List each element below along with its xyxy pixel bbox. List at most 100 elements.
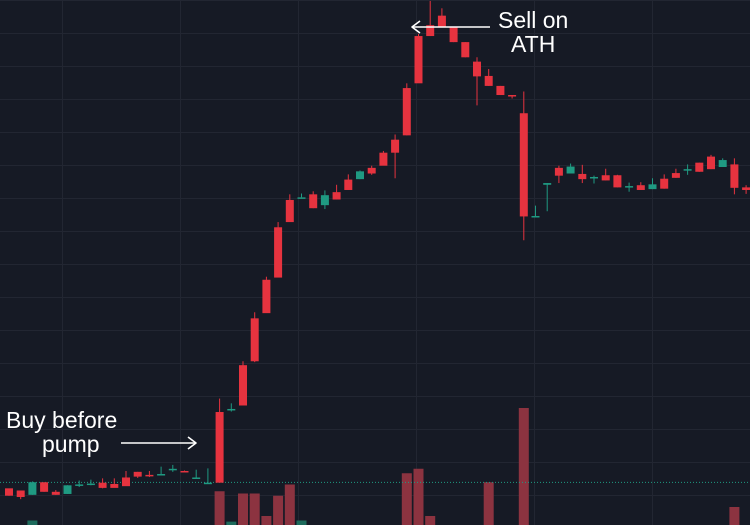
- volume-bar: [425, 516, 436, 525]
- candle-body: [473, 61, 481, 77]
- candle: [508, 95, 517, 99]
- volume-bar: [284, 484, 295, 525]
- volume-bar: [401, 473, 412, 525]
- volume-bar: [214, 491, 225, 525]
- volume-bar: [261, 516, 272, 525]
- candle: [75, 480, 84, 488]
- candle: [473, 57, 481, 106]
- candle: [122, 470, 130, 487]
- volume-bar: [226, 521, 237, 525]
- volume-bar: [249, 493, 260, 525]
- candle-body: [133, 471, 142, 477]
- candle-body: [215, 412, 224, 483]
- arrow-to-buy-candle: [121, 436, 197, 450]
- candle-body: [707, 156, 715, 170]
- candle: [28, 481, 37, 495]
- candle: [590, 175, 598, 184]
- candle-body: [63, 485, 72, 494]
- candle-body: [590, 176, 598, 179]
- candle: [86, 479, 95, 486]
- candle-body: [203, 482, 212, 485]
- candle: [613, 174, 622, 188]
- candle: [344, 174, 353, 190]
- candle: [379, 150, 388, 166]
- volume-bar: [518, 408, 529, 525]
- volume-bar: [238, 493, 248, 525]
- volume-bar: [296, 520, 307, 525]
- candle-body: [648, 184, 657, 190]
- candle-body: [274, 227, 283, 278]
- candle: [51, 490, 60, 495]
- price-candles: [5, 0, 750, 500]
- candle: [695, 162, 704, 172]
- candle-body: [40, 482, 49, 492]
- candle-body: [239, 365, 247, 406]
- candle-body: [145, 474, 154, 477]
- candle: [16, 490, 25, 500]
- candle: [554, 165, 563, 184]
- candle-body: [98, 482, 107, 488]
- candle-body: [16, 490, 25, 497]
- candle: [742, 185, 750, 194]
- candle-body: [543, 183, 552, 185]
- candle: [5, 488, 13, 496]
- candle: [531, 205, 540, 218]
- candle-body: [402, 88, 411, 136]
- candle-body: [426, 25, 435, 37]
- candle: [332, 184, 341, 200]
- candle-body: [356, 171, 364, 180]
- candle: [437, 8, 446, 27]
- candle: [461, 42, 470, 58]
- candle: [133, 471, 142, 478]
- volume-bar: [27, 520, 38, 525]
- candle-body: [297, 197, 306, 199]
- candle-body: [508, 95, 517, 97]
- annotation-arrows: [121, 20, 490, 450]
- candle-body: [28, 482, 37, 495]
- candle: [192, 469, 201, 479]
- candle-body: [192, 477, 201, 479]
- candle-body: [309, 194, 318, 209]
- annotation-buy-before-pump: Buy before pump: [6, 408, 117, 456]
- candle: [297, 193, 306, 199]
- candle: [145, 470, 154, 478]
- annotation-buy-line1: Buy before: [6, 407, 118, 433]
- candle-body: [566, 166, 575, 174]
- candle: [391, 134, 400, 179]
- candle: [40, 482, 49, 492]
- candle: [426, 0, 435, 37]
- candle: [227, 403, 236, 412]
- candle-body: [86, 483, 95, 486]
- candle: [683, 164, 692, 175]
- arrow-to-ath-candle: [411, 20, 490, 34]
- candle-body: [695, 162, 704, 172]
- candle-body: [320, 195, 329, 206]
- candle-body: [391, 139, 400, 153]
- candle-body: [484, 75, 493, 86]
- candle-body: [554, 167, 563, 176]
- candle-body: [110, 483, 119, 488]
- candle-body: [519, 113, 528, 217]
- candle-body: [332, 192, 341, 200]
- candle-body: [5, 488, 13, 496]
- candle: [449, 26, 458, 43]
- candle-body: [262, 279, 271, 314]
- volume-bars: [27, 408, 740, 525]
- candle: [320, 190, 329, 210]
- candle: [274, 222, 283, 278]
- candle: [578, 164, 587, 184]
- candle: [367, 165, 376, 175]
- candle-body: [367, 167, 376, 174]
- candle-body: [285, 199, 294, 223]
- candle-body: [625, 186, 634, 188]
- candle-body: [613, 175, 622, 188]
- candle: [671, 168, 680, 178]
- candle: [285, 194, 294, 223]
- candle: [414, 33, 423, 84]
- annotation-sell-line2: ATH: [511, 31, 556, 57]
- candle: [309, 191, 318, 209]
- candle-body: [379, 152, 388, 166]
- candle-body: [531, 216, 540, 218]
